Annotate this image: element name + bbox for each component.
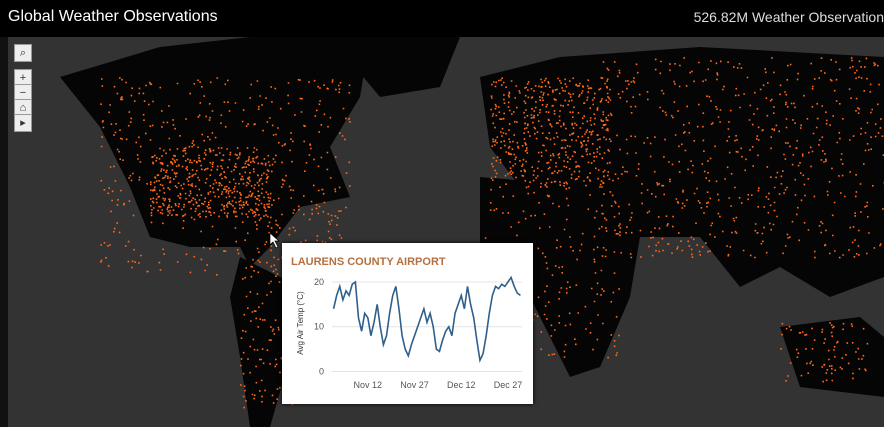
play-button[interactable]: ▸ bbox=[14, 114, 32, 132]
x-tick-label: Dec 27 bbox=[494, 380, 523, 390]
y-tick-label: 0 bbox=[319, 367, 324, 377]
header: Global Weather Observations 526.82M Weat… bbox=[0, 0, 884, 37]
tooltip-chart: LAURENS COUNTY AIRPORT Avg Air Temp (°C)… bbox=[291, 256, 523, 390]
search-button[interactable]: ⌕ bbox=[14, 44, 32, 62]
x-tick-label: Nov 27 bbox=[400, 380, 429, 390]
x-tick-label: Dec 12 bbox=[447, 380, 476, 390]
chart-title: LAURENS COUNTY AIRPORT bbox=[291, 256, 446, 268]
cursor bbox=[269, 232, 280, 249]
tooltip: LAURENS COUNTY AIRPORT Avg Air Temp (°C)… bbox=[282, 243, 533, 404]
land bbox=[60, 37, 884, 427]
line bbox=[332, 275, 521, 364]
x-tick-label: Nov 12 bbox=[354, 380, 383, 390]
border bbox=[0, 37, 8, 427]
stat: 526.82M Weather Observation bbox=[693, 9, 884, 25]
y-axis-label: Avg Air Temp (°C) bbox=[296, 291, 305, 355]
title: Global Weather Observations bbox=[8, 8, 218, 25]
y-tick-label: 20 bbox=[314, 277, 324, 287]
y-tick-label: 10 bbox=[314, 322, 324, 332]
